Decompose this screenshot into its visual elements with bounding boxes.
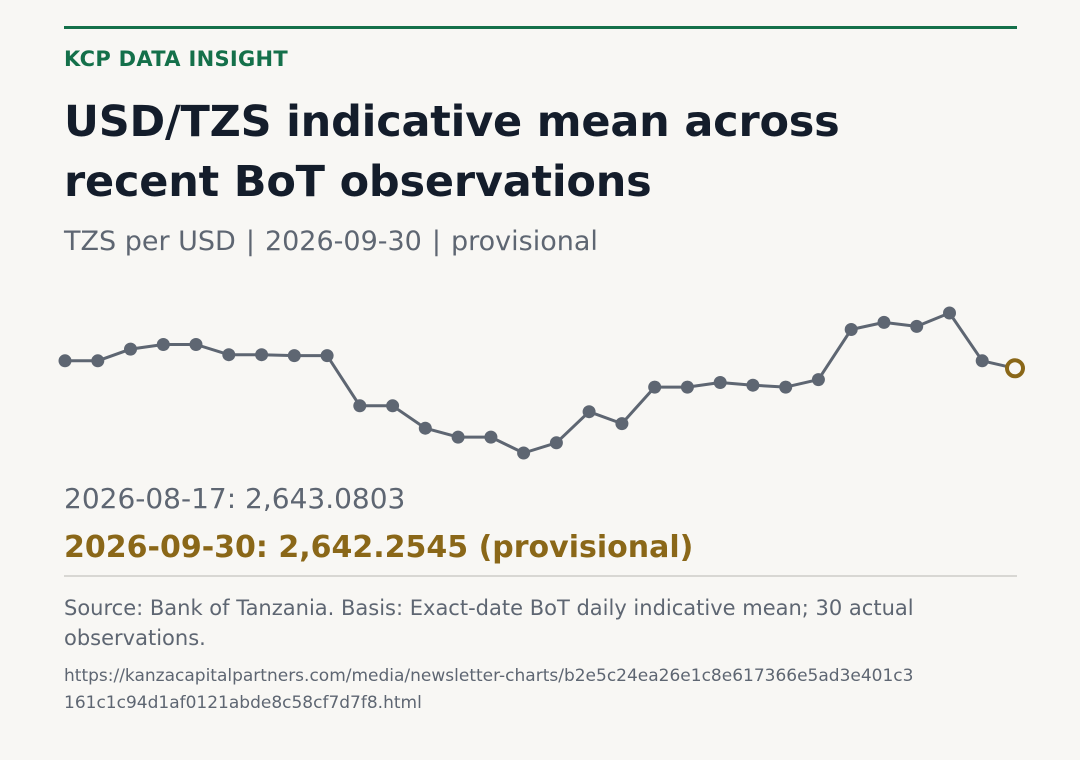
data-point [680, 380, 694, 394]
subtitle: TZS per USD | 2026-09-30 | provisional [64, 226, 598, 257]
data-point [222, 348, 236, 362]
data-point [844, 323, 858, 336]
data-point [648, 380, 662, 394]
data-point [713, 376, 727, 389]
data-point [58, 354, 72, 368]
kicker: KCP DATA INSIGHT [64, 47, 289, 71]
series-line [63, 311, 1017, 455]
chart-title: USD/TZS indicative mean across recent Bo… [64, 97, 840, 207]
data-point [910, 319, 924, 333]
data-point [549, 436, 563, 450]
subtitle-separator: | [431, 226, 441, 257]
subtitle-separator: | [245, 226, 255, 257]
data-point [418, 421, 432, 435]
subtitle-date: 2026-09-30 [264, 226, 422, 257]
latest-value-readout: 2026-09-30: 2,642.2545 (provisional) [64, 530, 694, 565]
data-point [124, 342, 137, 356]
subtitle-unit: TZS per USD [64, 226, 236, 257]
data-point [287, 349, 301, 363]
data-point [943, 306, 956, 320]
data-point [975, 354, 989, 368]
data-point [811, 373, 825, 387]
data-point [189, 338, 203, 351]
data-point [517, 446, 531, 460]
data-point [451, 430, 465, 444]
bottom-rule [64, 575, 1017, 577]
data-point [386, 399, 400, 413]
data-point [353, 399, 367, 413]
data-point [255, 348, 269, 362]
chart-layer [58, 306, 1025, 460]
subtitle-status: provisional [450, 226, 598, 257]
data-point [615, 417, 629, 431]
data-point [91, 354, 105, 368]
chart-url[interactable]: https://kanzacapitalpartners.com/media/n… [64, 666, 914, 713]
source-note: Source: Bank of Tanzania. Basis: Exact-d… [64, 596, 914, 650]
data-point [156, 338, 170, 351]
data-point [484, 430, 498, 444]
top-rule [64, 26, 1017, 29]
data-point [320, 349, 334, 363]
data-point [779, 380, 793, 394]
data-point [877, 315, 891, 329]
latest-data-point [1005, 358, 1025, 379]
previous-value-readout: 2026-08-17: 2,643.0803 [64, 482, 406, 515]
data-point [746, 378, 760, 392]
data-point [582, 405, 596, 419]
